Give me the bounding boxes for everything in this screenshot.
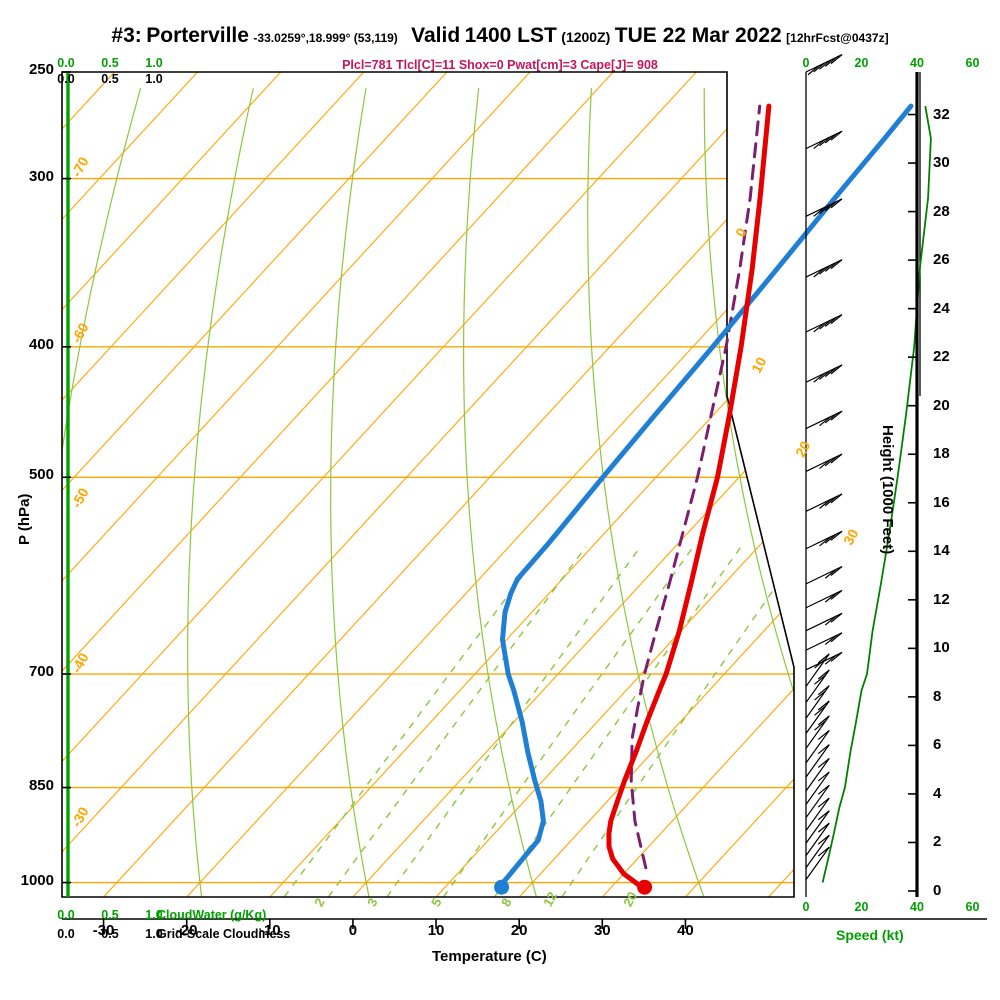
dewpoint-curve bbox=[495, 103, 914, 891]
isotherm bbox=[352, 72, 794, 897]
dry-adiabat bbox=[703, 88, 794, 897]
dry-adiabat bbox=[463, 88, 538, 897]
pressure-axis-title: P (hPa) bbox=[16, 493, 33, 545]
speed-axis-title: Speed (kt) bbox=[836, 927, 904, 943]
isotherm bbox=[62, 72, 282, 897]
surface-dewpoint bbox=[494, 879, 510, 895]
isotherm bbox=[435, 72, 794, 897]
isotherm bbox=[62, 72, 365, 897]
wind-speed-curve bbox=[821, 105, 932, 883]
temperature-axis-title: Temperature (C) bbox=[432, 948, 547, 965]
forecast-stamp: [12hrFcst@0437z] bbox=[786, 31, 889, 45]
surface-temperature bbox=[637, 879, 653, 895]
dry-adiabat bbox=[930, 88, 1000, 897]
parcel-path-curve bbox=[629, 104, 762, 870]
valid-utc: (1200Z) bbox=[561, 29, 611, 45]
grid-lines bbox=[0, 72, 1000, 897]
plot-frame bbox=[61, 71, 795, 898]
isotherm bbox=[269, 72, 794, 897]
wind-barbs bbox=[805, 54, 843, 880]
cloudiness-axis-title: Grid-Scale Cloudiness bbox=[157, 927, 291, 941]
mixing-ratio-line bbox=[327, 546, 587, 897]
dry-adiabat bbox=[187, 87, 254, 897]
mixing-ratio-line bbox=[386, 546, 642, 897]
temperature-curve bbox=[606, 103, 772, 891]
isotherm bbox=[62, 72, 531, 897]
valid-word: Valid bbox=[411, 24, 461, 47]
isotherm bbox=[62, 72, 697, 897]
isotherm bbox=[0, 72, 31, 897]
cloudwater-axis-title: CloudWater (g/Kg) bbox=[157, 908, 267, 922]
mixing-ratio-line bbox=[442, 546, 694, 897]
dry-adiabat bbox=[330, 88, 370, 897]
isotherm bbox=[601, 72, 794, 897]
isotherm bbox=[852, 72, 1000, 897]
isotherm bbox=[518, 72, 794, 897]
station-name: Porterville bbox=[146, 24, 249, 47]
valid-time: 1400 LST bbox=[464, 24, 557, 47]
station-coords: -33.0259°,18.999° (53,119) bbox=[253, 31, 398, 45]
isotherm bbox=[62, 72, 198, 897]
height-axis-title: Height (1000 Feet) bbox=[879, 425, 896, 555]
station-id: #3: bbox=[111, 24, 142, 47]
stability-indices: Plcl=781 Tlcl[C]=11 Shox=0 Pwat[cm]=3 Ca… bbox=[342, 58, 658, 72]
isotherm bbox=[186, 72, 794, 897]
dry-adiabat bbox=[62, 87, 142, 897]
mixing-ratio-line bbox=[283, 546, 546, 897]
isotherm bbox=[62, 72, 115, 897]
mixing-ratio-line bbox=[493, 546, 742, 897]
dry-adiabat bbox=[587, 88, 705, 897]
isotherm bbox=[62, 72, 614, 897]
page-title: #3: Porterville -33.0259°,18.999° (53,11… bbox=[0, 24, 1000, 48]
valid-date: TUE 22 Mar 2022 bbox=[614, 24, 782, 47]
isotherm bbox=[62, 72, 780, 897]
dry-adiabat bbox=[817, 88, 1000, 897]
